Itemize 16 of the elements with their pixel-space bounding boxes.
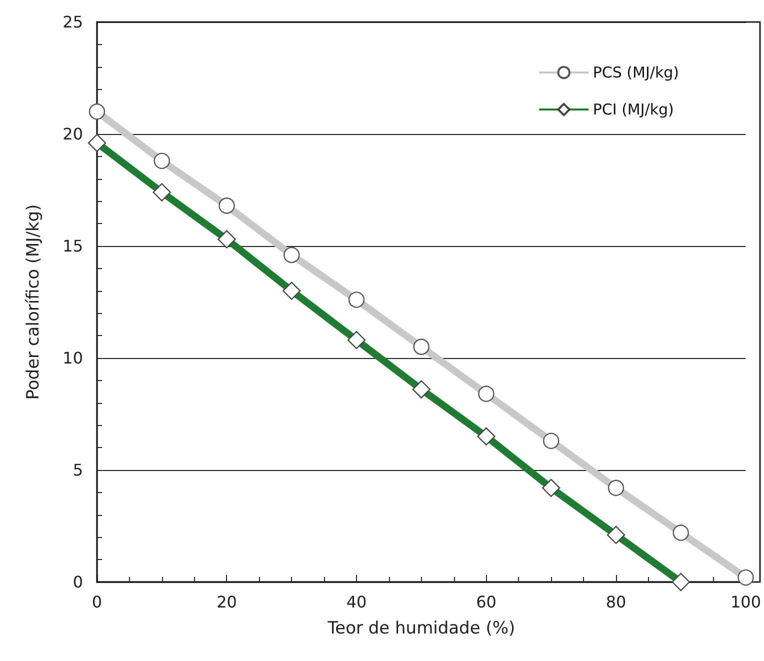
y-tick-label: 10: [62, 348, 83, 368]
x-tick-label: 60: [476, 592, 496, 612]
y-tick-label: 5: [72, 460, 83, 480]
x-tick-label: 40: [346, 592, 367, 612]
legend-label: PCS (MJ/kg): [592, 64, 679, 82]
x-tick-label: 100: [730, 592, 762, 612]
x-tick-label: 20: [216, 592, 237, 612]
x-tick-label: 80: [606, 592, 626, 612]
y-tick-label: 0: [72, 572, 83, 592]
y-tick-label: 25: [62, 12, 83, 32]
y-tick-label: 15: [62, 236, 83, 256]
y-tick-label: 20: [62, 124, 83, 144]
x-tick-label: 0: [92, 592, 102, 612]
legend-label: PCI (MJ/kg): [592, 100, 674, 118]
y-axis-title: Poder calorífico (MJ/kg): [24, 204, 44, 400]
x-axis-title: Teor de humidade (%): [326, 618, 516, 638]
